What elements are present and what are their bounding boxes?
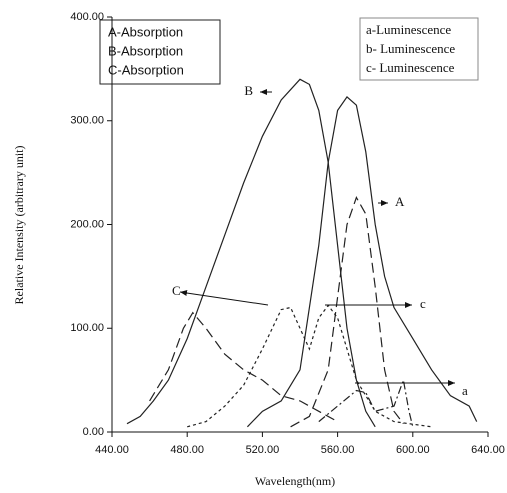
legend-label: A-Absorption xyxy=(108,24,183,39)
x-tick-label: 440.00 xyxy=(95,444,129,456)
annotation-arrow xyxy=(179,290,269,306)
x-tick-label: 480.00 xyxy=(170,444,204,456)
legend-label: b- Luminescence xyxy=(366,41,455,56)
annotation: a xyxy=(462,383,468,398)
annotation: C xyxy=(172,283,181,298)
y-tick-label: 200.00 xyxy=(70,218,104,230)
y-tick-label: 100.00 xyxy=(70,322,104,334)
line xyxy=(126,78,376,428)
x-tick-label: 560.00 xyxy=(321,444,355,456)
legend-label: C-Absorption xyxy=(108,62,184,77)
line xyxy=(246,96,478,428)
y-axis-title: Relative Intensity (arbitrary unit) xyxy=(12,146,26,305)
line xyxy=(187,304,432,428)
y-tick-label: 300.00 xyxy=(70,115,104,127)
annotation: A xyxy=(395,194,405,209)
x-tick-label: 640.00 xyxy=(471,444,505,456)
x-tick-label: 600.00 xyxy=(396,444,430,456)
y-tick-label: 400.00 xyxy=(70,11,104,23)
annotation: B xyxy=(244,83,253,98)
annotation: c xyxy=(420,296,426,311)
legend-label: a-Luminescence xyxy=(366,22,451,37)
line xyxy=(318,377,414,427)
legend-label: B-Absorption xyxy=(108,43,183,58)
line xyxy=(149,311,338,423)
legend-box xyxy=(359,17,479,81)
x-axis-title: Wavelength(nm) xyxy=(255,474,335,488)
line xyxy=(290,196,404,428)
legend-label: c- Luminescence xyxy=(366,60,455,75)
legend-box xyxy=(99,19,221,85)
y-tick-label: 0.00 xyxy=(83,426,104,438)
x-tick-label: 520.00 xyxy=(246,444,280,456)
